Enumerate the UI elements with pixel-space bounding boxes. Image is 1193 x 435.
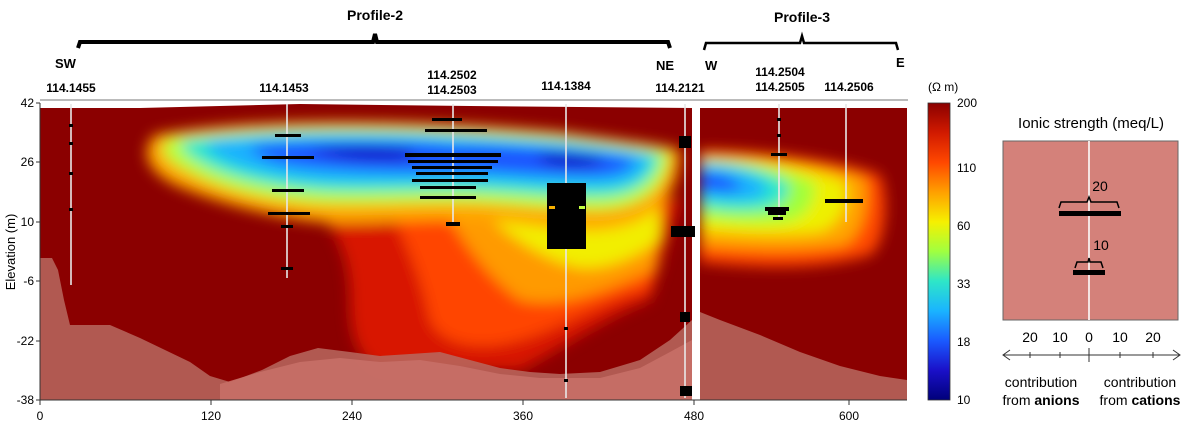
direction-sw: SW: [55, 56, 77, 71]
legend-scale-10: 10: [1093, 237, 1109, 253]
legend-title: Ionic strength (meq/L): [1018, 115, 1164, 132]
y-tick-42: 42: [21, 96, 35, 110]
legend-cations-line2: from cations: [1100, 392, 1181, 408]
x-tick-600: 600: [839, 409, 859, 423]
legend-box: [1002, 140, 1179, 321]
well-label-1: 114.1455: [46, 81, 96, 95]
well-label-6b: 114.2505: [755, 80, 805, 94]
well-label-7: 114.2506: [824, 80, 874, 94]
well-label-3b: 114.2503: [427, 83, 477, 97]
y-tick-26: 26: [21, 155, 35, 169]
profile-separator: [692, 102, 700, 402]
legend-bar-20: [1059, 211, 1121, 216]
colorbar-tick-18: 18: [957, 335, 971, 349]
profile-2-section: [40, 103, 692, 400]
y-tick-minus-38: -38: [17, 393, 35, 407]
y-axis-label: Elevation (m): [3, 214, 18, 291]
direction-ne: NE: [656, 58, 674, 73]
legend-anions-line2: from anions: [1002, 392, 1079, 408]
legend-anions-from: from: [1002, 392, 1034, 408]
profile-2-title: Profile-2: [347, 7, 403, 23]
legend-tick-left-10: 10: [1052, 329, 1068, 345]
well-label-3a: 114.2502: [427, 68, 477, 82]
x-tick-360: 360: [513, 409, 533, 423]
legend-tick-0: 0: [1085, 329, 1093, 345]
ionic-strength-bars: [69, 118, 863, 396]
profile-3-title: Profile-3: [774, 9, 830, 25]
colorbar-tick-200: 200: [957, 96, 977, 110]
legend-bar-10: [1073, 270, 1105, 275]
legend-cations-word: cations: [1131, 392, 1180, 408]
x-tick-480: 480: [684, 409, 704, 423]
colorbar-tick-10: 10: [957, 393, 971, 407]
colorbar-unit: (Ω m): [928, 80, 958, 94]
ionic-strength-legend: Ionic strength (meq/L) 20 10 20 10 0 10 …: [1002, 115, 1181, 408]
colorbar-tick-60: 60: [957, 219, 971, 233]
direction-w: W: [705, 58, 718, 73]
legend-double-arrow: [1002, 348, 1181, 362]
well-label-2: 114.1453: [259, 81, 309, 95]
x-tick-0: 0: [37, 409, 44, 423]
colorbar-gradient: [927, 102, 951, 401]
profile-2-bracket: Profile-2: [76, 7, 672, 49]
legend-anions-line1: contribution: [1005, 374, 1077, 390]
colorbar-tick-33: 33: [957, 277, 971, 291]
legend-tick-right-10: 10: [1112, 329, 1128, 345]
x-tick-120: 120: [201, 409, 221, 423]
y-tick-minus-6: -6: [23, 274, 34, 288]
well-label-5: 114.2121: [655, 81, 705, 95]
legend-cations-line1: contribution: [1104, 374, 1176, 390]
y-axis: 42 26 10 -6 -22 -38 Elevation (m): [3, 96, 41, 407]
legend-cations-from: from: [1100, 392, 1132, 408]
colorbar-tick-110: 110: [957, 161, 976, 175]
x-tick-240: 240: [342, 409, 362, 423]
legend-tick-right-20: 20: [1145, 329, 1161, 345]
profile-3-section: [700, 103, 907, 400]
well-label-4: 114.1384: [541, 79, 591, 93]
profile-3-bracket: Profile-3: [702, 9, 900, 51]
direction-e: E: [896, 55, 905, 70]
legend-scale-20: 20: [1092, 178, 1108, 194]
y-tick-minus-22: -22: [17, 334, 35, 348]
y-tick-10: 10: [21, 215, 35, 229]
x-axis: 0 120 240 360 480 600: [37, 399, 907, 423]
legend-tick-left-20: 20: [1022, 329, 1038, 345]
well-label-6a: 114.2504: [755, 65, 805, 79]
colorbar: (Ω m) 200 110 60 33 18 10: [927, 80, 977, 407]
legend-anions-word: anions: [1034, 392, 1079, 408]
